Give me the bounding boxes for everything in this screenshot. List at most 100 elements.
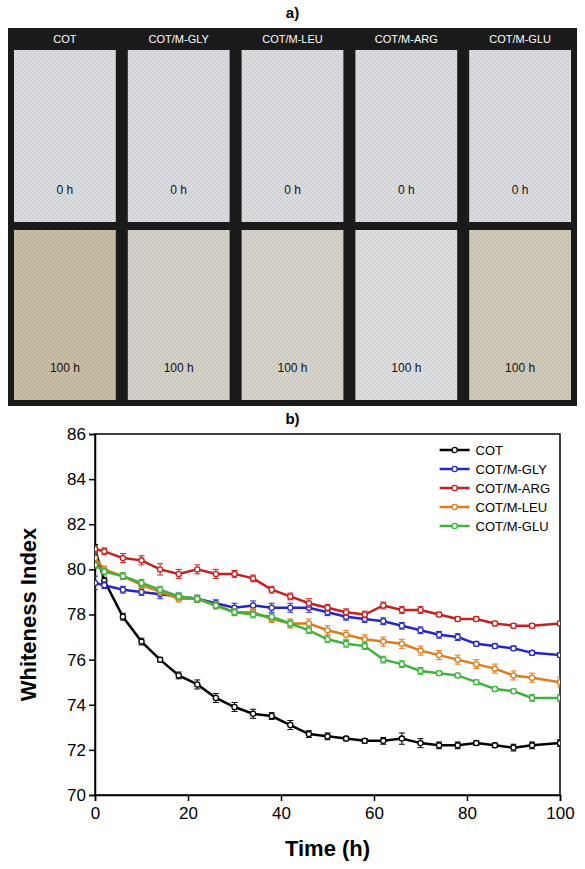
data-point bbox=[492, 686, 497, 691]
data-point bbox=[418, 668, 423, 673]
error-bar-cap bbox=[362, 634, 368, 635]
error-bar bbox=[101, 582, 107, 589]
fabric-swatch bbox=[242, 50, 344, 222]
data-point bbox=[120, 614, 125, 619]
error-bar bbox=[343, 630, 349, 639]
error-bar bbox=[455, 742, 461, 749]
error-bar bbox=[95, 546, 98, 553]
data-point bbox=[455, 673, 460, 678]
x-tick-label: 40 bbox=[272, 804, 291, 823]
data-point bbox=[511, 673, 516, 678]
legend-marker bbox=[452, 504, 457, 509]
data-point bbox=[381, 603, 386, 608]
data-point bbox=[158, 657, 163, 662]
y-tick-mark bbox=[89, 434, 95, 436]
data-point bbox=[120, 555, 125, 560]
error-bar-cap bbox=[529, 673, 535, 674]
error-bar bbox=[269, 613, 275, 620]
series bbox=[95, 554, 560, 687]
data-point bbox=[269, 605, 274, 610]
error-bar bbox=[139, 556, 145, 565]
time-label: 0 h bbox=[57, 183, 74, 197]
legend-item: COT bbox=[440, 443, 504, 458]
error-bar-cap bbox=[213, 578, 219, 579]
data-point bbox=[176, 571, 181, 576]
data-point bbox=[195, 682, 200, 687]
error-bar-cap bbox=[250, 600, 256, 601]
error-bar-cap bbox=[399, 732, 405, 733]
error-bar-cap bbox=[557, 686, 560, 687]
swatch-fill bbox=[469, 50, 571, 222]
data-point bbox=[418, 607, 423, 612]
error-bar bbox=[176, 569, 182, 578]
series-line bbox=[95, 549, 560, 626]
legend-marker bbox=[452, 485, 457, 490]
data-point bbox=[306, 628, 311, 633]
data-point bbox=[288, 621, 293, 626]
time-label: 100 h bbox=[164, 361, 194, 375]
error-bar bbox=[511, 671, 517, 680]
error-bar-cap bbox=[492, 664, 498, 665]
error-bar bbox=[306, 599, 312, 608]
data-point bbox=[530, 650, 535, 655]
error-bar bbox=[250, 575, 256, 582]
error-bar bbox=[380, 656, 386, 663]
error-bar bbox=[511, 689, 517, 694]
error-bar bbox=[95, 576, 98, 590]
error-bar bbox=[287, 603, 293, 612]
x-tick-mark bbox=[374, 795, 376, 801]
legend-marker bbox=[452, 466, 457, 471]
y-tick-mark bbox=[89, 659, 95, 661]
data-point bbox=[251, 603, 256, 608]
error-bar bbox=[473, 680, 479, 685]
error-bar bbox=[473, 741, 479, 746]
y-tick: 76 bbox=[67, 651, 95, 670]
error-bar bbox=[176, 593, 182, 600]
data-point bbox=[399, 641, 404, 646]
data-point bbox=[511, 689, 516, 694]
y-tick: 80 bbox=[67, 560, 95, 579]
data-point bbox=[344, 610, 349, 615]
error-bar-cap bbox=[95, 553, 98, 554]
error-bar-cap bbox=[418, 738, 424, 739]
error-bar bbox=[101, 568, 107, 575]
error-bar-cap bbox=[139, 564, 145, 565]
error-bar-cap bbox=[399, 639, 405, 640]
fabric-swatch bbox=[128, 50, 230, 222]
data-point bbox=[418, 648, 423, 653]
y-tick: 82 bbox=[67, 515, 95, 534]
error-bar bbox=[157, 657, 163, 662]
data-point bbox=[251, 576, 256, 581]
error-bar bbox=[120, 586, 126, 593]
data-point bbox=[399, 623, 404, 628]
error-bar-cap bbox=[194, 564, 200, 565]
sample-label: COT/M-ARG bbox=[375, 33, 438, 45]
error-bar bbox=[529, 651, 535, 656]
x-tick-mark bbox=[281, 795, 283, 801]
data-point bbox=[269, 614, 274, 619]
data-point bbox=[195, 596, 200, 601]
error-bar-cap bbox=[492, 673, 498, 674]
data-point bbox=[306, 731, 311, 736]
data-point bbox=[232, 610, 237, 615]
error-bar bbox=[436, 631, 442, 638]
error-bar bbox=[399, 607, 405, 614]
series bbox=[95, 545, 560, 751]
error-bar bbox=[455, 634, 461, 641]
data-point bbox=[492, 643, 497, 648]
error-bar bbox=[343, 609, 349, 616]
data-point bbox=[195, 567, 200, 572]
data-point bbox=[288, 621, 293, 626]
data-point bbox=[557, 653, 560, 658]
data-point bbox=[251, 612, 256, 617]
x-tick: 80 bbox=[458, 795, 477, 823]
y-tick-label: 72 bbox=[67, 741, 86, 760]
legend-label: COT/M-LEU bbox=[476, 500, 548, 515]
data-point bbox=[557, 621, 560, 626]
x-tick-mark bbox=[467, 795, 469, 801]
x-tick: 0 bbox=[91, 795, 100, 823]
data-point bbox=[139, 639, 144, 644]
error-bar-cap bbox=[511, 679, 517, 680]
data-point bbox=[95, 546, 98, 551]
error-bar-cap bbox=[157, 598, 163, 599]
